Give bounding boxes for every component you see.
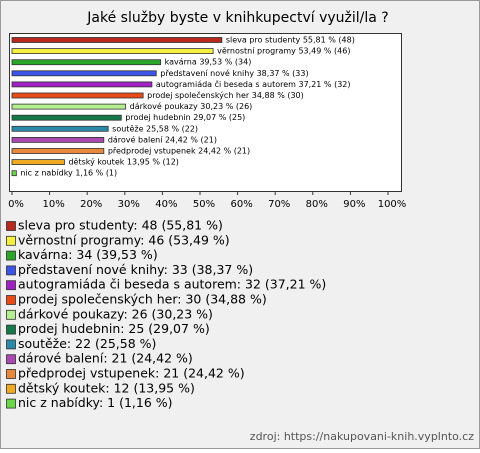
value-label: autogramiáda či beseda s autorem 37,21 %… bbox=[156, 79, 351, 89]
legend-swatch bbox=[6, 369, 16, 379]
legend-label: nic z nabídky: 1 (1,16 %) bbox=[18, 395, 173, 410]
legend-swatch bbox=[6, 250, 16, 261]
bar bbox=[11, 114, 122, 121]
x-tick-label: 30% bbox=[118, 199, 140, 210]
x-tick-label: 90% bbox=[343, 199, 365, 210]
legend-swatch bbox=[6, 221, 16, 231]
value-label: prodej hudebnin 29,07 % (25) bbox=[125, 113, 245, 122]
legend-swatch bbox=[6, 354, 16, 365]
legend-label: věrnostní programy: 46 (53,49 %) bbox=[18, 232, 230, 247]
legend-label: prodej hudebnin: 25 (29,07 %) bbox=[18, 321, 210, 336]
value-label: soutěže 25,58 % (22) bbox=[112, 124, 198, 133]
bar bbox=[11, 148, 105, 154]
legend-label: kavárna: 34 (39,53 %) bbox=[18, 247, 158, 262]
bar bbox=[11, 48, 214, 54]
value-label: dárkové poukazy 30,23 % (26) bbox=[130, 101, 253, 111]
bar bbox=[11, 136, 105, 143]
x-tick-label: 70% bbox=[268, 199, 290, 210]
legend-label: dětský koutek: 12 (13,95 %) bbox=[18, 380, 195, 395]
x-tick-label: 40% bbox=[155, 199, 177, 210]
legend-label: dárové balení: 21 (24,42 %) bbox=[18, 351, 193, 366]
legend-swatch bbox=[6, 383, 16, 394]
value-label: dětský koutek 13,95 % (12) bbox=[68, 158, 178, 167]
value-label: kavárna 39,53 % (34) bbox=[165, 58, 252, 67]
legend-label: sleva pro studenty: 48 (55,81 %) bbox=[18, 218, 223, 233]
legend-swatch bbox=[6, 280, 16, 291]
x-tick-label: 20% bbox=[80, 199, 102, 210]
x-tick-label: 80% bbox=[306, 199, 328, 210]
bar bbox=[11, 37, 223, 43]
bar bbox=[11, 125, 109, 132]
bar bbox=[11, 103, 127, 110]
bar bbox=[11, 59, 162, 66]
value-label: prodej společenských her 34,88 % (30) bbox=[147, 90, 304, 100]
legend-swatch bbox=[6, 339, 16, 350]
legend-label: autogramiáda či beseda s autorem: 32 (37… bbox=[18, 277, 326, 292]
x-tick-label: 0% bbox=[8, 199, 24, 210]
source: zdroj: https://nakupovani-knih.vyplnto.c… bbox=[250, 430, 474, 443]
legend-swatch bbox=[6, 324, 16, 335]
legend-label: představení nové knihy: 33 (38,37 %) bbox=[18, 262, 253, 277]
legend-swatch bbox=[6, 295, 16, 305]
legend-swatch bbox=[6, 265, 16, 276]
x-tick-label: 10% bbox=[42, 199, 64, 210]
value-label: představení nové knihy 38,37 % (33) bbox=[160, 68, 308, 78]
x-tick-label: 60% bbox=[230, 199, 252, 210]
bar bbox=[11, 92, 144, 99]
legend-label: soutěže: 22 (25,58 %) bbox=[18, 336, 156, 351]
legend-swatch bbox=[6, 309, 16, 320]
value-label: věrnostní programy 53,49 % (46) bbox=[217, 47, 350, 56]
chart-title: Jaké služby byste v knihkupectví využil/… bbox=[86, 10, 388, 26]
x-tick-label: 100% bbox=[378, 199, 407, 210]
legend-swatch bbox=[6, 398, 16, 409]
legend-swatch bbox=[6, 235, 16, 246]
bar bbox=[11, 159, 65, 166]
bar bbox=[11, 81, 153, 88]
value-label: dárové balení 24,42 % (21) bbox=[108, 134, 217, 144]
legend-label: prodej společenských her: 30 (34,88 %) bbox=[18, 292, 267, 307]
legend-label: předprodej vstupenek: 21 (24,42 %) bbox=[18, 366, 245, 381]
value-label: sleva pro studenty 55,81 % (48) bbox=[226, 36, 355, 45]
x-tick-label: 50% bbox=[193, 199, 215, 210]
value-label: předprodej vstupenek 24,42 % (21) bbox=[108, 147, 250, 156]
bar bbox=[11, 70, 157, 77]
bar bbox=[11, 170, 17, 177]
legend-label: dárkové poukazy: 26 (30,23 %) bbox=[18, 306, 213, 321]
value-label: nic z nabídky 1,16 % (1) bbox=[20, 169, 117, 178]
